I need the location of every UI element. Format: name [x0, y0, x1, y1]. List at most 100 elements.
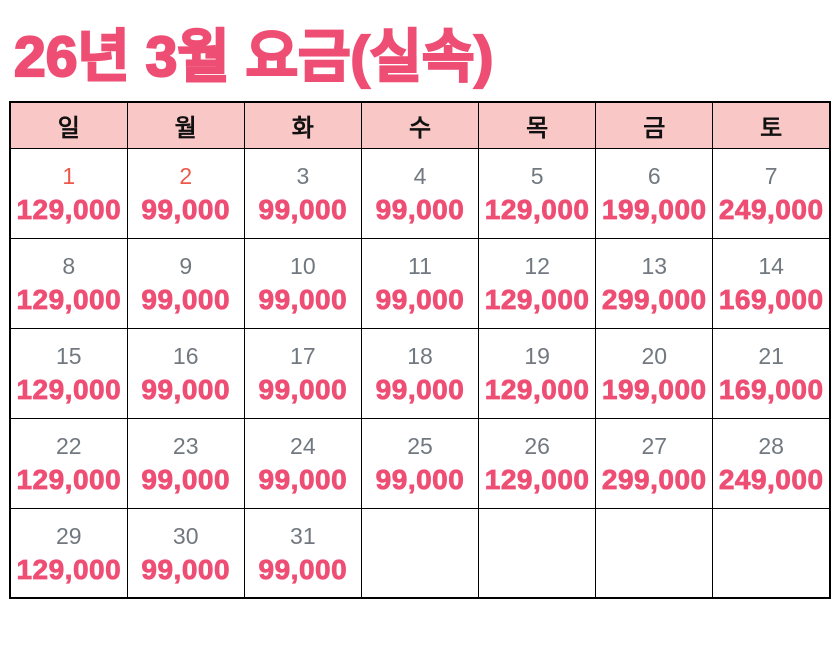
price-label: 249,000 [718, 193, 824, 226]
price-label: 99,000 [141, 463, 231, 496]
day-number: 6 [647, 163, 661, 190]
calendar-cell: 27 299,000 [595, 417, 714, 509]
calendar-cell: 18 99,000 [360, 327, 480, 419]
price-label: 99,000 [258, 553, 348, 585]
price-label: 129,000 [16, 553, 122, 585]
price-label: 199,000 [601, 193, 707, 226]
day-number: 10 [290, 253, 316, 280]
day-number: 27 [641, 433, 668, 460]
weekday-header-wed: 수 [360, 101, 480, 149]
calendar-week-row: 1 129,000 2 99,000 3 99,000 4 99,000 5 129,000 6 19… [9, 147, 831, 239]
day-number: 8 [62, 253, 76, 280]
day-number: 17 [290, 343, 316, 370]
calendar-cell [712, 507, 831, 599]
price-label: 129,000 [484, 193, 590, 226]
calendar-cell: 21 169,000 [712, 327, 831, 419]
weekday-header-fri: 금 [595, 101, 714, 149]
price-label: 249,000 [718, 463, 824, 496]
price-label: 99,000 [258, 373, 348, 406]
calendar-cell: 4 99,000 [360, 147, 480, 239]
calendar-week-row: 15 129,000 16 99,000 17 99,000 18 99,000 19 129,0… [9, 327, 831, 419]
calendar-cell: 1 129,000 [9, 147, 128, 239]
calendar-cell: 30 99,000 [126, 507, 245, 599]
price-label: 169,000 [718, 283, 824, 316]
price-label: 99,000 [375, 373, 465, 406]
weekday-header-mon: 월 [126, 101, 245, 149]
calendar-cell: 25 99,000 [360, 417, 480, 509]
price-label: 129,000 [16, 373, 122, 406]
calendar-cell [595, 507, 714, 599]
calendar-cell: 13 299,000 [595, 237, 714, 329]
calendar-week-row: 29 129,000 30 99,000 31 99,000 [9, 507, 831, 599]
day-number: 19 [524, 343, 550, 370]
price-label: 199,000 [601, 373, 707, 406]
weekday-header-sat: 토 [712, 101, 831, 149]
day-number: 22 [56, 433, 82, 460]
day-number: 30 [172, 522, 199, 549]
day-number: 18 [407, 343, 433, 370]
day-number: 12 [524, 253, 550, 280]
calendar-cell: 22 129,000 [9, 417, 128, 509]
calendar-header-row: 일 월 화 수 목 금 토 [9, 101, 831, 149]
calendar-cell: 14 169,000 [712, 237, 831, 329]
day-number: 15 [56, 343, 82, 370]
day-number: 14 [758, 253, 784, 280]
calendar-cell [360, 507, 480, 599]
price-label: 99,000 [375, 193, 465, 226]
calendar-cell: 17 99,000 [243, 327, 362, 419]
price-label: 99,000 [375, 463, 465, 496]
day-number: 21 [758, 343, 784, 370]
day-number: 24 [290, 433, 316, 460]
calendar-cell: 7 249,000 [712, 147, 831, 239]
price-label: 129,000 [484, 373, 590, 406]
price-label: 99,000 [141, 373, 231, 406]
price-label: 99,000 [258, 463, 348, 496]
price-label: 129,000 [16, 283, 122, 316]
calendar-cell: 12 129,000 [478, 237, 597, 329]
calendar-body: 1 129,000 2 99,000 3 99,000 4 99,000 5 129,000 6 19… [9, 147, 831, 599]
calendar-week-row: 22 129,000 23 99,000 24 99,000 25 99,000 26 129,0… [9, 417, 831, 509]
calendar-cell: 8 129,000 [9, 237, 128, 329]
day-number: 28 [758, 433, 784, 460]
calendar-cell: 10 99,000 [243, 237, 362, 329]
calendar-cell: 19 129,000 [478, 327, 597, 419]
day-number: 11 [408, 253, 432, 280]
calendar-cell: 9 99,000 [126, 237, 245, 329]
day-number: 13 [641, 253, 668, 280]
day-number: 2 [179, 163, 193, 190]
calendar-cell: 26 129,000 [478, 417, 597, 509]
day-number: 23 [172, 433, 199, 460]
calendar-cell: 20 199,000 [595, 327, 714, 419]
rate-calendar-table: 일 월 화 수 목 금 토 1 129,000 2 99,000 3 99,000 4 99,… [9, 101, 831, 600]
day-number: 5 [530, 163, 544, 190]
price-label: 99,000 [258, 283, 348, 316]
price-label: 129,000 [16, 463, 122, 496]
day-number: 9 [179, 253, 193, 280]
day-number: 16 [172, 343, 199, 370]
calendar-cell: 31 99,000 [243, 507, 362, 599]
calendar-cell: 3 99,000 [243, 147, 362, 239]
day-number: 3 [296, 163, 310, 190]
calendar-cell: 16 99,000 [126, 327, 245, 419]
calendar-cell: 2 99,000 [126, 147, 245, 239]
day-number: 20 [641, 343, 668, 370]
day-number: 29 [56, 522, 82, 549]
calendar-cell: 28 249,000 [712, 417, 831, 509]
price-label: 169,000 [718, 373, 824, 406]
weekday-header-thu: 목 [478, 101, 597, 149]
price-label: 99,000 [258, 193, 348, 226]
calendar-cell: 23 99,000 [126, 417, 245, 509]
calendar-cell: 24 99,000 [243, 417, 362, 509]
calendar-cell: 15 129,000 [9, 327, 128, 419]
calendar-week-row: 8 129,000 9 99,000 10 99,000 11 99,000 12 129,000… [9, 237, 831, 329]
price-label: 129,000 [484, 463, 590, 496]
calendar-cell: 11 99,000 [360, 237, 480, 329]
price-label: 299,000 [601, 283, 707, 316]
page-title: 26년 3월 요금(실속) [13, 24, 495, 90]
day-number: 4 [413, 163, 427, 190]
price-label: 129,000 [16, 193, 122, 226]
weekday-header-tue: 화 [243, 101, 362, 149]
calendar-cell: 5 129,000 [478, 147, 597, 239]
day-number: 7 [764, 163, 778, 190]
